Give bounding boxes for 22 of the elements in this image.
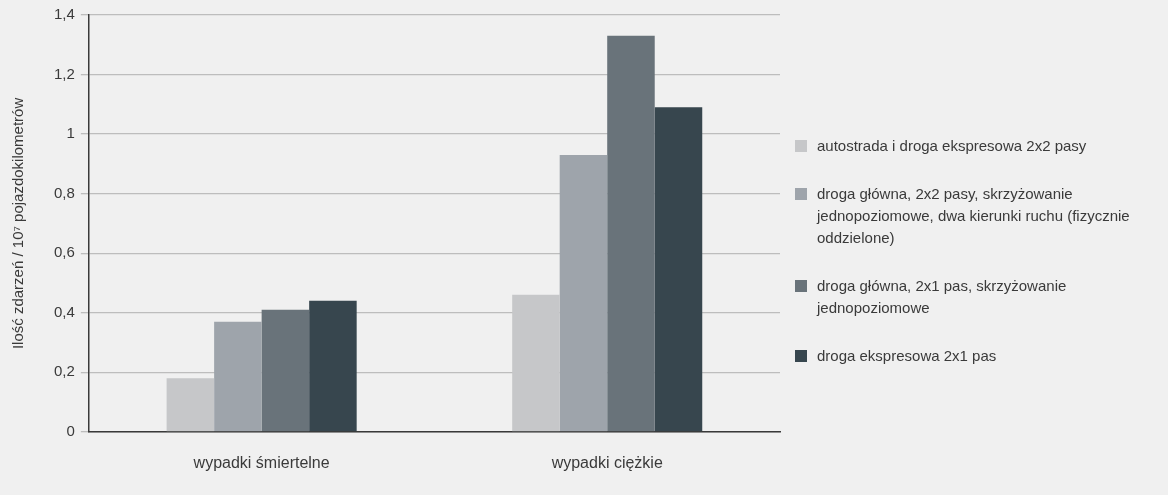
y-tick-label: 0,6 xyxy=(53,243,75,261)
y-tick-label: 1,2 xyxy=(53,64,75,82)
legend-label: droga główna, 2x1 pas, skrzyżowanie jednopoziomowe xyxy=(817,276,1068,318)
bar xyxy=(261,309,310,432)
y-tick-label: 0,2 xyxy=(53,362,75,380)
y-tick-label: 0,4 xyxy=(53,302,75,320)
bar xyxy=(166,378,215,432)
y-tick-label: 1,4 xyxy=(53,5,75,23)
x-tick-label: wypadki ciężkie xyxy=(550,453,663,471)
legend-label: droga ekspresowa 2x1 pas xyxy=(817,346,997,366)
legend-label: droga główna, 2x2 pasy, skrzyżowanie jednopoziomowe, dwa kierunki ruchu (fizycznie oddzielone) xyxy=(817,184,1131,248)
y-tick-label: 0 xyxy=(66,421,75,439)
legend-label: autostrada i droga ekspresowa 2x2 pasy xyxy=(817,136,1087,156)
bar xyxy=(559,154,608,432)
bar xyxy=(654,107,703,432)
y-axis-title: Ilość zdarzeń / 10⁷ pojazdokilometrów xyxy=(9,97,27,350)
bar xyxy=(214,321,262,432)
bar xyxy=(309,300,357,432)
x-tick-label: wypadki śmiertelne xyxy=(192,453,330,471)
y-tick-label: 0,8 xyxy=(53,183,75,201)
y-tick-label: 1 xyxy=(66,124,75,142)
bar xyxy=(607,35,655,432)
